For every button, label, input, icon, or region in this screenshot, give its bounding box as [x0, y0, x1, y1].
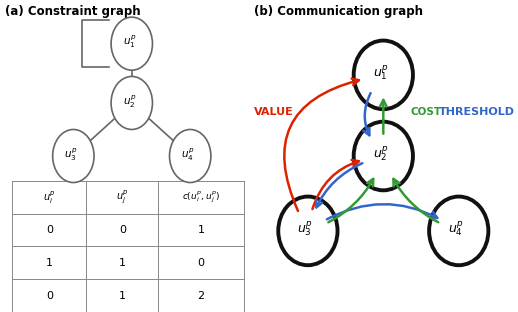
Text: 1: 1 [197, 225, 205, 235]
Circle shape [53, 129, 94, 183]
Circle shape [169, 129, 211, 183]
Text: VALUE: VALUE [254, 107, 294, 117]
Text: (a) Constraint graph: (a) Constraint graph [5, 5, 141, 18]
Circle shape [354, 41, 413, 109]
Text: $u_4^p$: $u_4^p$ [448, 220, 464, 239]
Text: $u_1^p$: $u_1^p$ [123, 34, 136, 50]
Text: 2: 2 [197, 290, 205, 301]
Circle shape [111, 76, 152, 129]
Text: 1: 1 [119, 290, 126, 301]
Text: $u_j^p$: $u_j^p$ [116, 189, 128, 206]
Text: $u_i^p$: $u_i^p$ [43, 189, 56, 206]
Text: $u_1^p$: $u_1^p$ [373, 64, 388, 83]
Text: 1: 1 [46, 258, 53, 268]
Text: $c(u_i^p,u_j^p)$: $c(u_i^p,u_j^p)$ [182, 190, 220, 205]
Circle shape [354, 122, 413, 190]
Circle shape [111, 17, 152, 70]
Text: THRESHOLD: THRESHOLD [439, 107, 515, 117]
Circle shape [278, 197, 338, 265]
Text: 0: 0 [197, 258, 205, 268]
Text: 0: 0 [46, 290, 53, 301]
Text: COST: COST [410, 107, 441, 117]
Text: $u_3^p$: $u_3^p$ [64, 146, 78, 163]
Text: $u_2^p$: $u_2^p$ [123, 93, 136, 110]
Text: $u_4^p$: $u_4^p$ [181, 146, 194, 163]
Text: $u_2^p$: $u_2^p$ [373, 145, 388, 164]
Text: 1: 1 [119, 258, 126, 268]
Text: $u_3^p$: $u_3^p$ [297, 220, 313, 239]
Text: 0: 0 [46, 225, 53, 235]
Text: 0: 0 [119, 225, 126, 235]
Circle shape [429, 197, 488, 265]
Text: (b) Communication graph: (b) Communication graph [254, 5, 423, 18]
